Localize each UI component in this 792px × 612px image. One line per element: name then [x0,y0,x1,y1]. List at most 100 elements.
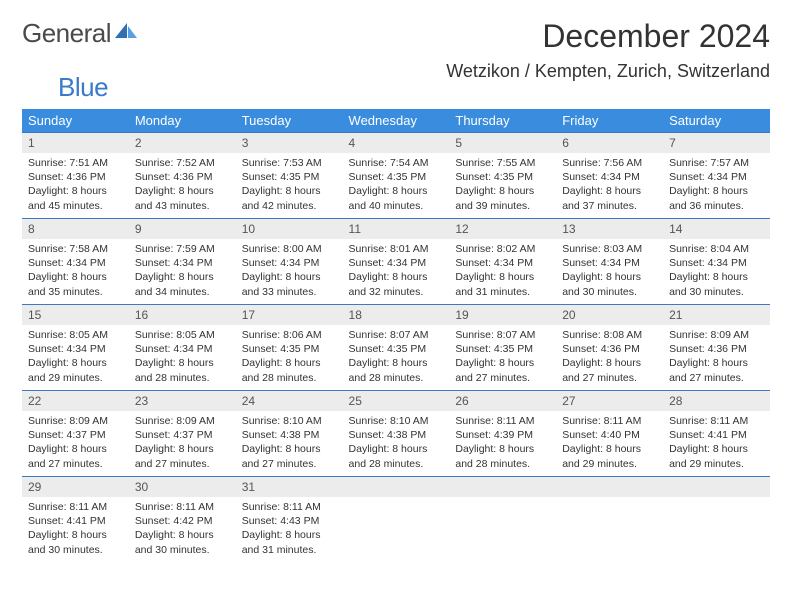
day-number: 19 [449,305,556,325]
day-number: 28 [663,391,770,411]
day-number: 5 [449,133,556,153]
calendar-day-cell [556,477,663,563]
calendar-day-cell: 6Sunrise: 7:56 AMSunset: 4:34 PMDaylight… [556,133,663,219]
weekday-header: Wednesday [343,109,450,133]
calendar-day-cell [449,477,556,563]
day-number: 14 [663,219,770,239]
weekday-header: Friday [556,109,663,133]
day-detail: Sunrise: 7:53 AMSunset: 4:35 PMDaylight:… [236,153,343,215]
day-detail: Sunrise: 7:52 AMSunset: 4:36 PMDaylight:… [129,153,236,215]
day-detail: Sunrise: 8:10 AMSunset: 4:38 PMDaylight:… [343,411,450,473]
calendar-day-cell: 22Sunrise: 8:09 AMSunset: 4:37 PMDayligh… [22,391,129,477]
day-detail: Sunrise: 8:11 AMSunset: 4:40 PMDaylight:… [556,411,663,473]
day-number: 8 [22,219,129,239]
day-detail: Sunrise: 7:54 AMSunset: 4:35 PMDaylight:… [343,153,450,215]
logo-word-blue: Blue [58,72,108,102]
weekday-header: Thursday [449,109,556,133]
day-detail: Sunrise: 8:04 AMSunset: 4:34 PMDaylight:… [663,239,770,301]
day-detail: Sunrise: 7:59 AMSunset: 4:34 PMDaylight:… [129,239,236,301]
day-detail: Sunrise: 8:03 AMSunset: 4:34 PMDaylight:… [556,239,663,301]
day-number: 13 [556,219,663,239]
calendar-day-cell: 24Sunrise: 8:10 AMSunset: 4:38 PMDayligh… [236,391,343,477]
weekday-header: Saturday [663,109,770,133]
day-number: 29 [22,477,129,497]
day-detail: Sunrise: 7:57 AMSunset: 4:34 PMDaylight:… [663,153,770,215]
day-detail: Sunrise: 8:11 AMSunset: 4:42 PMDaylight:… [129,497,236,559]
calendar-day-cell: 31Sunrise: 8:11 AMSunset: 4:43 PMDayligh… [236,477,343,563]
month-title: December 2024 [446,18,770,55]
day-number: 7 [663,133,770,153]
calendar-day-cell [343,477,450,563]
calendar-day-cell: 29Sunrise: 8:11 AMSunset: 4:41 PMDayligh… [22,477,129,563]
empty-day [343,477,450,497]
calendar-day-cell [663,477,770,563]
day-detail: Sunrise: 8:00 AMSunset: 4:34 PMDaylight:… [236,239,343,301]
day-number: 22 [22,391,129,411]
calendar-week-row: 8Sunrise: 7:58 AMSunset: 4:34 PMDaylight… [22,219,770,305]
weekday-header: Monday [129,109,236,133]
calendar-day-cell: 27Sunrise: 8:11 AMSunset: 4:40 PMDayligh… [556,391,663,477]
calendar-day-cell: 2Sunrise: 7:52 AMSunset: 4:36 PMDaylight… [129,133,236,219]
calendar-day-cell: 25Sunrise: 8:10 AMSunset: 4:38 PMDayligh… [343,391,450,477]
empty-day [449,477,556,497]
day-detail: Sunrise: 8:09 AMSunset: 4:36 PMDaylight:… [663,325,770,387]
day-detail: Sunrise: 7:55 AMSunset: 4:35 PMDaylight:… [449,153,556,215]
calendar-day-cell: 16Sunrise: 8:05 AMSunset: 4:34 PMDayligh… [129,305,236,391]
calendar-day-cell: 18Sunrise: 8:07 AMSunset: 4:35 PMDayligh… [343,305,450,391]
day-number: 21 [663,305,770,325]
logo-word-general: General [22,18,111,49]
day-detail: Sunrise: 7:56 AMSunset: 4:34 PMDaylight:… [556,153,663,215]
calendar-week-row: 15Sunrise: 8:05 AMSunset: 4:34 PMDayligh… [22,305,770,391]
logo: General [22,18,141,49]
day-number: 9 [129,219,236,239]
calendar-day-cell: 7Sunrise: 7:57 AMSunset: 4:34 PMDaylight… [663,133,770,219]
day-number: 26 [449,391,556,411]
weekday-header: Sunday [22,109,129,133]
day-number: 12 [449,219,556,239]
calendar-day-cell: 15Sunrise: 8:05 AMSunset: 4:34 PMDayligh… [22,305,129,391]
calendar-day-cell: 8Sunrise: 7:58 AMSunset: 4:34 PMDaylight… [22,219,129,305]
calendar-day-cell: 17Sunrise: 8:06 AMSunset: 4:35 PMDayligh… [236,305,343,391]
day-detail: Sunrise: 8:08 AMSunset: 4:36 PMDaylight:… [556,325,663,387]
day-number: 18 [343,305,450,325]
day-number: 3 [236,133,343,153]
calendar-week-row: 29Sunrise: 8:11 AMSunset: 4:41 PMDayligh… [22,477,770,563]
day-number: 11 [343,219,450,239]
day-detail: Sunrise: 8:06 AMSunset: 4:35 PMDaylight:… [236,325,343,387]
calendar-day-cell: 19Sunrise: 8:07 AMSunset: 4:35 PMDayligh… [449,305,556,391]
day-detail: Sunrise: 8:05 AMSunset: 4:34 PMDaylight:… [22,325,129,387]
day-number: 2 [129,133,236,153]
day-detail: Sunrise: 8:02 AMSunset: 4:34 PMDaylight:… [449,239,556,301]
calendar-day-cell: 20Sunrise: 8:08 AMSunset: 4:36 PMDayligh… [556,305,663,391]
day-number: 20 [556,305,663,325]
day-detail: Sunrise: 8:10 AMSunset: 4:38 PMDaylight:… [236,411,343,473]
day-number: 17 [236,305,343,325]
calendar-day-cell: 1Sunrise: 7:51 AMSunset: 4:36 PMDaylight… [22,133,129,219]
calendar-day-cell: 28Sunrise: 8:11 AMSunset: 4:41 PMDayligh… [663,391,770,477]
calendar-day-cell: 4Sunrise: 7:54 AMSunset: 4:35 PMDaylight… [343,133,450,219]
calendar-day-cell: 30Sunrise: 8:11 AMSunset: 4:42 PMDayligh… [129,477,236,563]
calendar-body: 1Sunrise: 7:51 AMSunset: 4:36 PMDaylight… [22,133,770,563]
day-number: 25 [343,391,450,411]
day-detail: Sunrise: 8:09 AMSunset: 4:37 PMDaylight:… [22,411,129,473]
calendar-week-row: 22Sunrise: 8:09 AMSunset: 4:37 PMDayligh… [22,391,770,477]
day-number: 4 [343,133,450,153]
day-number: 10 [236,219,343,239]
logo-sail-icon [113,20,139,47]
day-number: 23 [129,391,236,411]
day-number: 16 [129,305,236,325]
day-detail: Sunrise: 8:01 AMSunset: 4:34 PMDaylight:… [343,239,450,301]
empty-day [663,477,770,497]
calendar-day-cell: 12Sunrise: 8:02 AMSunset: 4:34 PMDayligh… [449,219,556,305]
day-number: 30 [129,477,236,497]
calendar-day-cell: 3Sunrise: 7:53 AMSunset: 4:35 PMDaylight… [236,133,343,219]
calendar-day-cell: 5Sunrise: 7:55 AMSunset: 4:35 PMDaylight… [449,133,556,219]
calendar-day-cell: 9Sunrise: 7:59 AMSunset: 4:34 PMDaylight… [129,219,236,305]
day-number: 6 [556,133,663,153]
day-detail: Sunrise: 8:07 AMSunset: 4:35 PMDaylight:… [343,325,450,387]
day-number: 15 [22,305,129,325]
day-detail: Sunrise: 8:11 AMSunset: 4:43 PMDaylight:… [236,497,343,559]
empty-day [556,477,663,497]
day-detail: Sunrise: 8:07 AMSunset: 4:35 PMDaylight:… [449,325,556,387]
day-detail: Sunrise: 7:58 AMSunset: 4:34 PMDaylight:… [22,239,129,301]
